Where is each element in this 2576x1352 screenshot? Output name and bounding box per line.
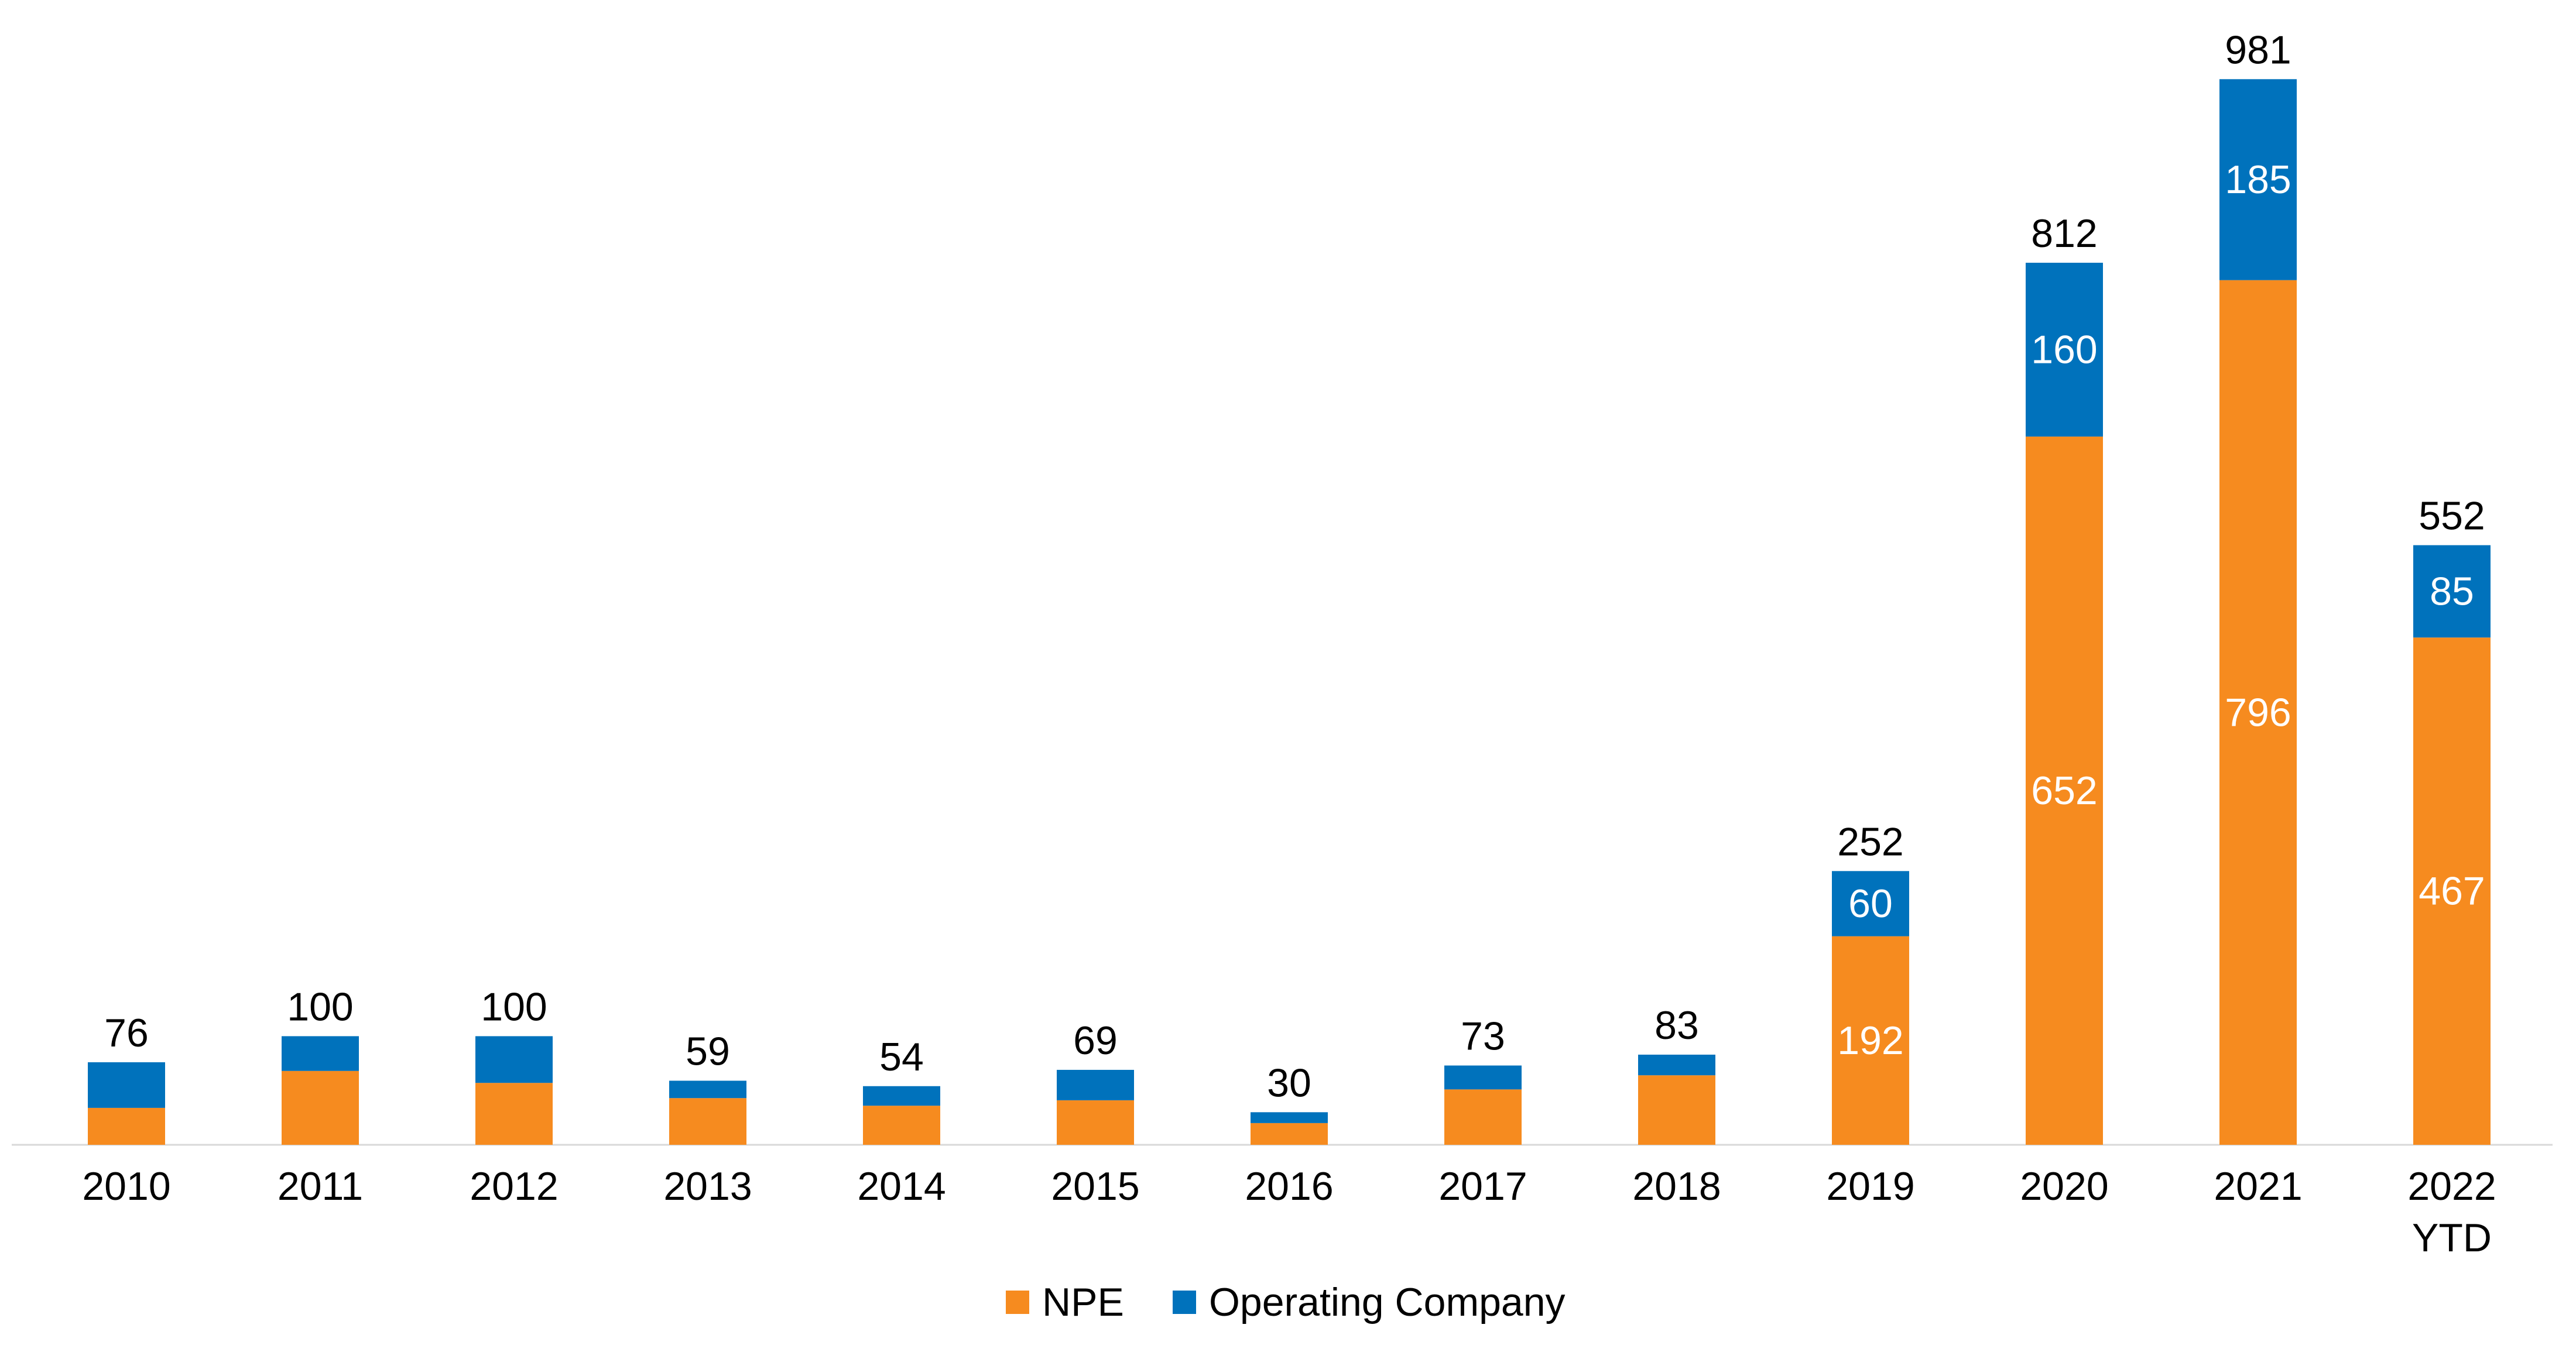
x-tick-label-2019: 2019 <box>1826 1164 1914 1209</box>
bar-operating-company-2013 <box>669 1080 746 1098</box>
bars-layer <box>88 79 2491 1145</box>
bar-operating-company-2018 <box>1638 1055 1715 1075</box>
bar-npe-2017 <box>1444 1089 1522 1145</box>
data-label-npe-2019: 192 <box>1837 1018 1903 1063</box>
bar-npe-2015 <box>1057 1100 1134 1145</box>
x-tick-label-2014: 2014 <box>857 1164 946 1209</box>
bar-operating-company-2011 <box>282 1036 359 1070</box>
legend-label-operating-company: Operating Company <box>1209 1280 1566 1324</box>
x-axis-ticks: 2010 2011 2012 2013 2014 2015 2016 2017 2018 2019… <box>82 1164 2496 1260</box>
x-tick-label-2010: 2010 <box>82 1164 170 1209</box>
total-label-2011: 100 <box>287 984 353 1029</box>
total-label-2017: 73 <box>1461 1014 1505 1059</box>
x-tick-label-2022-ytd: 2022YTD <box>2407 1164 2496 1260</box>
bar-operating-company-2015 <box>1057 1070 1134 1100</box>
total-label-2022-ytd: 552 <box>2419 493 2485 538</box>
bar-operating-company-2016 <box>1251 1112 1328 1123</box>
bar-npe-2012 <box>475 1083 553 1145</box>
bar-npe-2013 <box>669 1098 746 1145</box>
legend-label-npe: NPE <box>1042 1280 1124 1324</box>
data-label-npe-2021: 796 <box>2225 690 2291 735</box>
total-label-2020: 812 <box>2031 211 2097 256</box>
bar-npe-2011 <box>282 1071 359 1145</box>
total-label-2019: 252 <box>1837 819 1903 864</box>
bar-operating-company-2017 <box>1444 1066 1522 1090</box>
bar-operating-company-2012 <box>475 1036 553 1083</box>
total-label-2013: 59 <box>686 1029 730 1073</box>
data-label-operating-company-2019: 60 <box>1848 881 1893 926</box>
bar-npe-2016 <box>1251 1123 1328 1145</box>
total-label-2015: 69 <box>1073 1018 1118 1063</box>
labels-layer: 76 100 100 59 54 69 30 73 83 192 60 252 652 160 812 796… <box>104 28 2485 1105</box>
data-label-npe-2022-ytd: 467 <box>2419 869 2485 914</box>
legend-swatch-npe <box>1006 1291 1029 1314</box>
x-tick-label-2015: 2015 <box>1051 1164 1139 1209</box>
data-label-npe-2020: 652 <box>2031 768 2097 813</box>
x-tick-label-2020: 2020 <box>2020 1164 2108 1209</box>
legend-item-operating-company: Operating Company <box>1173 1280 1566 1324</box>
legend-swatch-operating-company <box>1173 1291 1196 1314</box>
data-label-operating-company-2022-ytd: 85 <box>2430 569 2474 613</box>
total-label-2016: 30 <box>1267 1061 1311 1105</box>
x-tick-label-2011: 2011 <box>278 1164 363 1209</box>
total-label-2021: 981 <box>2225 28 2291 72</box>
total-label-2012: 100 <box>481 984 547 1029</box>
total-label-2018: 83 <box>1654 1003 1699 1048</box>
data-label-operating-company-2020: 160 <box>2031 327 2097 372</box>
total-label-2014: 54 <box>879 1035 924 1079</box>
bar-operating-company-2014 <box>863 1086 940 1106</box>
data-label-operating-company-2021: 185 <box>2225 157 2291 202</box>
x-tick-label-2018: 2018 <box>1632 1164 1721 1209</box>
legend-item-npe: NPE <box>1006 1280 1124 1324</box>
total-label-2010: 76 <box>104 1011 149 1055</box>
x-tick-label-2021: 2021 <box>2214 1164 2302 1209</box>
bar-operating-company-2010 <box>88 1062 165 1108</box>
bar-npe-2018 <box>1638 1075 1715 1145</box>
bar-npe-2010 <box>88 1108 165 1145</box>
legend: NPE Operating Company <box>1006 1280 1566 1324</box>
x-tick-label-2017: 2017 <box>1438 1164 1527 1209</box>
x-tick-label-2013: 2013 <box>663 1164 752 1209</box>
x-tick-label-2016: 2016 <box>1245 1164 1333 1209</box>
bar-npe-2014 <box>863 1106 940 1145</box>
x-tick-label-2012: 2012 <box>470 1164 558 1209</box>
